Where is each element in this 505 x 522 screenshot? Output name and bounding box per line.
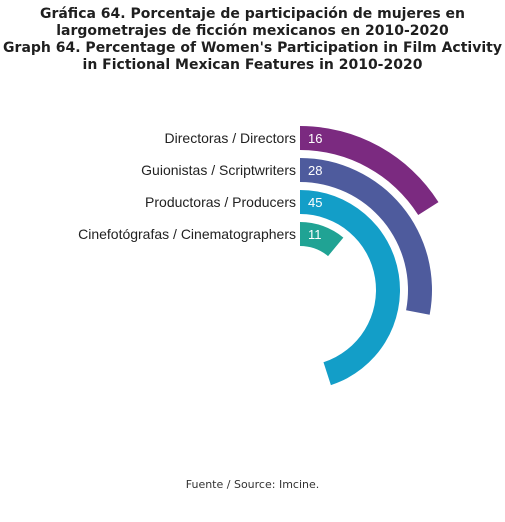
value-label-cinematographers: 11 <box>308 227 322 242</box>
title-line-en-2: in Fictional Mexican Features in 2010-20… <box>82 57 423 73</box>
title-line-es-1: Gráfica 64. Porcentaje de participación … <box>39 6 466 22</box>
category-label-producers: Productoras / Producers <box>145 194 296 210</box>
category-label-cinematographers: Cinefotógrafas / Cinematographers <box>78 226 296 242</box>
category-label-scriptwriters: Guionistas / Scriptwriters <box>141 162 296 178</box>
title-line-es-2: largometrajes de ficción mexicanos en 20… <box>56 23 449 39</box>
title-line-en-1: Graph 64. Percentage of Women's Particip… <box>3 40 502 56</box>
category-label-directors: Directoras / Directors <box>165 130 296 146</box>
labels-layer: 16 Directoras / Directors 28 Guionistas / S… <box>78 130 322 242</box>
value-label-directors: 16 <box>308 131 322 146</box>
value-label-scriptwriters: 28 <box>308 163 322 178</box>
bars-layer <box>300 126 439 386</box>
bar-scriptwriters <box>300 158 432 315</box>
bar-directors <box>300 126 439 215</box>
bar-cinematographers <box>300 222 344 257</box>
source-note: Fuente / Source: Imcine. <box>185 478 320 491</box>
bar-producers <box>300 190 400 386</box>
value-label-producers: 45 <box>308 195 322 210</box>
chart-title: Gráfica 64. Porcentaje de participación … <box>0 6 505 74</box>
